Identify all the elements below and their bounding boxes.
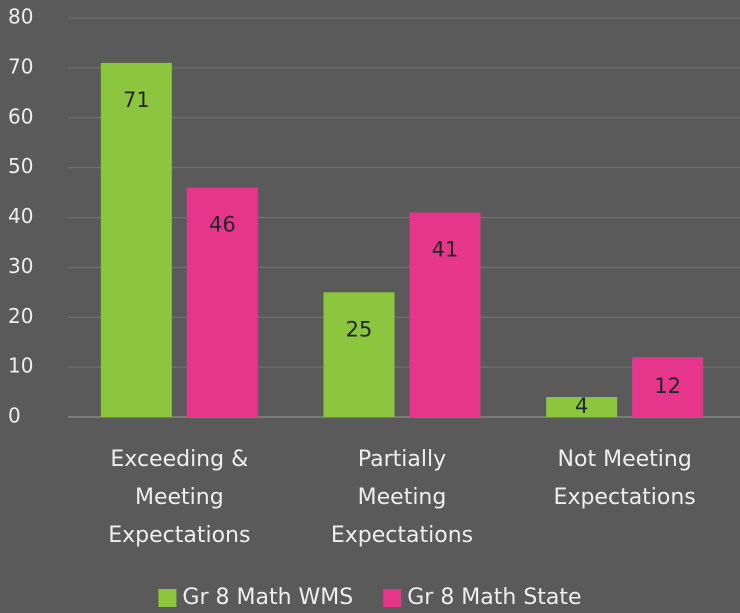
legend-label: Gr 8 Math State [407, 585, 581, 610]
bar [409, 212, 481, 417]
x-tick-label: Exceeding & Meeting Expectations [108, 447, 250, 548]
bar [186, 187, 258, 417]
y-tick-label: 80 [8, 5, 33, 29]
y-tick-label: 50 [8, 154, 33, 178]
data-label: 4 [575, 394, 588, 418]
legend-item: Gr 8 Math State [383, 585, 582, 610]
data-label: 71 [123, 88, 150, 112]
legend-swatch [383, 589, 402, 607]
bar [323, 292, 395, 417]
legend-swatch [158, 589, 177, 607]
legend-item: Gr 8 Math WMS [158, 585, 353, 610]
x-tick-label: Not Meeting Expectations [554, 447, 696, 510]
y-tick-label: 70 [8, 54, 33, 78]
y-tick-label: 30 [8, 254, 33, 278]
y-tick-label: 20 [8, 304, 33, 328]
y-tick-label: 0 [8, 404, 21, 428]
y-tick-label: 10 [8, 354, 33, 378]
data-label: 46 [209, 213, 236, 237]
bar [632, 357, 704, 417]
y-tick-label: 60 [8, 104, 33, 128]
data-label: 12 [654, 374, 681, 398]
data-label: 41 [432, 238, 459, 262]
bar [100, 62, 172, 417]
bar [546, 397, 618, 417]
y-tick-label: 40 [8, 204, 33, 228]
legend-label: Gr 8 Math WMS [182, 585, 353, 610]
x-tick-label: Partially Meeting Expectations [331, 447, 473, 548]
data-label: 25 [346, 317, 373, 341]
